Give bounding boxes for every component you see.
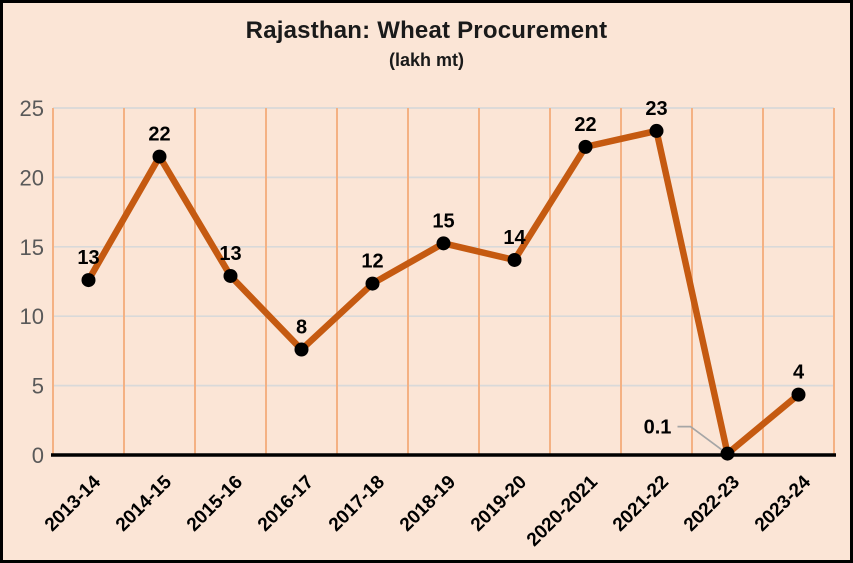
y-axis-tick-label: 15	[20, 235, 44, 260]
leader-line	[677, 425, 723, 451]
data-label: 12	[361, 251, 383, 273]
x-axis-tick-label: 2014-15	[112, 471, 176, 535]
data-label: 8	[296, 317, 307, 339]
x-axis-tick-label: 2020-2021	[523, 471, 602, 550]
data-point-marker	[81, 273, 96, 288]
x-axis-tick-label: 2021-22	[609, 472, 673, 536]
x-axis-tick-label: 2015-16	[183, 472, 247, 536]
data-label: 23	[645, 98, 667, 120]
data-label: 15	[432, 210, 454, 232]
y-axis-tick-label: 0	[32, 443, 44, 468]
y-axis-tick-label: 10	[20, 304, 44, 329]
x-axis-tick-label: 2016-17	[254, 472, 318, 536]
data-label: 22	[574, 114, 596, 136]
data-label: 13	[219, 243, 241, 265]
x-axis-tick-label: 2023-24	[751, 471, 815, 535]
x-axis-tick-label: 2019-20	[467, 472, 531, 536]
data-label: 14	[503, 227, 526, 249]
data-point-marker	[649, 123, 664, 138]
chart-title: Rajasthan: Wheat Procurement	[245, 17, 608, 44]
data-point-marker	[436, 236, 451, 251]
data-point-marker	[152, 149, 167, 164]
x-axis-tick-label: 2022-23	[680, 472, 744, 536]
data-point-marker	[507, 252, 522, 267]
x-axis-tick-label: 2018-19	[396, 472, 460, 536]
data-point-marker	[223, 268, 238, 283]
data-point-marker	[791, 387, 806, 402]
data-label: 4	[793, 362, 805, 384]
data-point-marker	[294, 342, 309, 357]
data-point-marker	[720, 446, 735, 461]
x-axis-tick-label: 2013-14	[41, 471, 105, 535]
data-label: 0.1	[644, 417, 672, 439]
y-axis-tick-label: 5	[32, 374, 44, 399]
data-label: 22	[148, 124, 170, 146]
data-point-marker	[578, 139, 593, 154]
chart-subtitle: (lakh mt)	[388, 50, 464, 70]
y-axis-tick-label: 20	[20, 165, 44, 190]
y-axis-tick-label: 25	[20, 96, 44, 121]
x-axis-tick-label: 2017-18	[325, 472, 389, 536]
data-point-marker	[365, 276, 380, 291]
data-label: 13	[77, 247, 99, 269]
